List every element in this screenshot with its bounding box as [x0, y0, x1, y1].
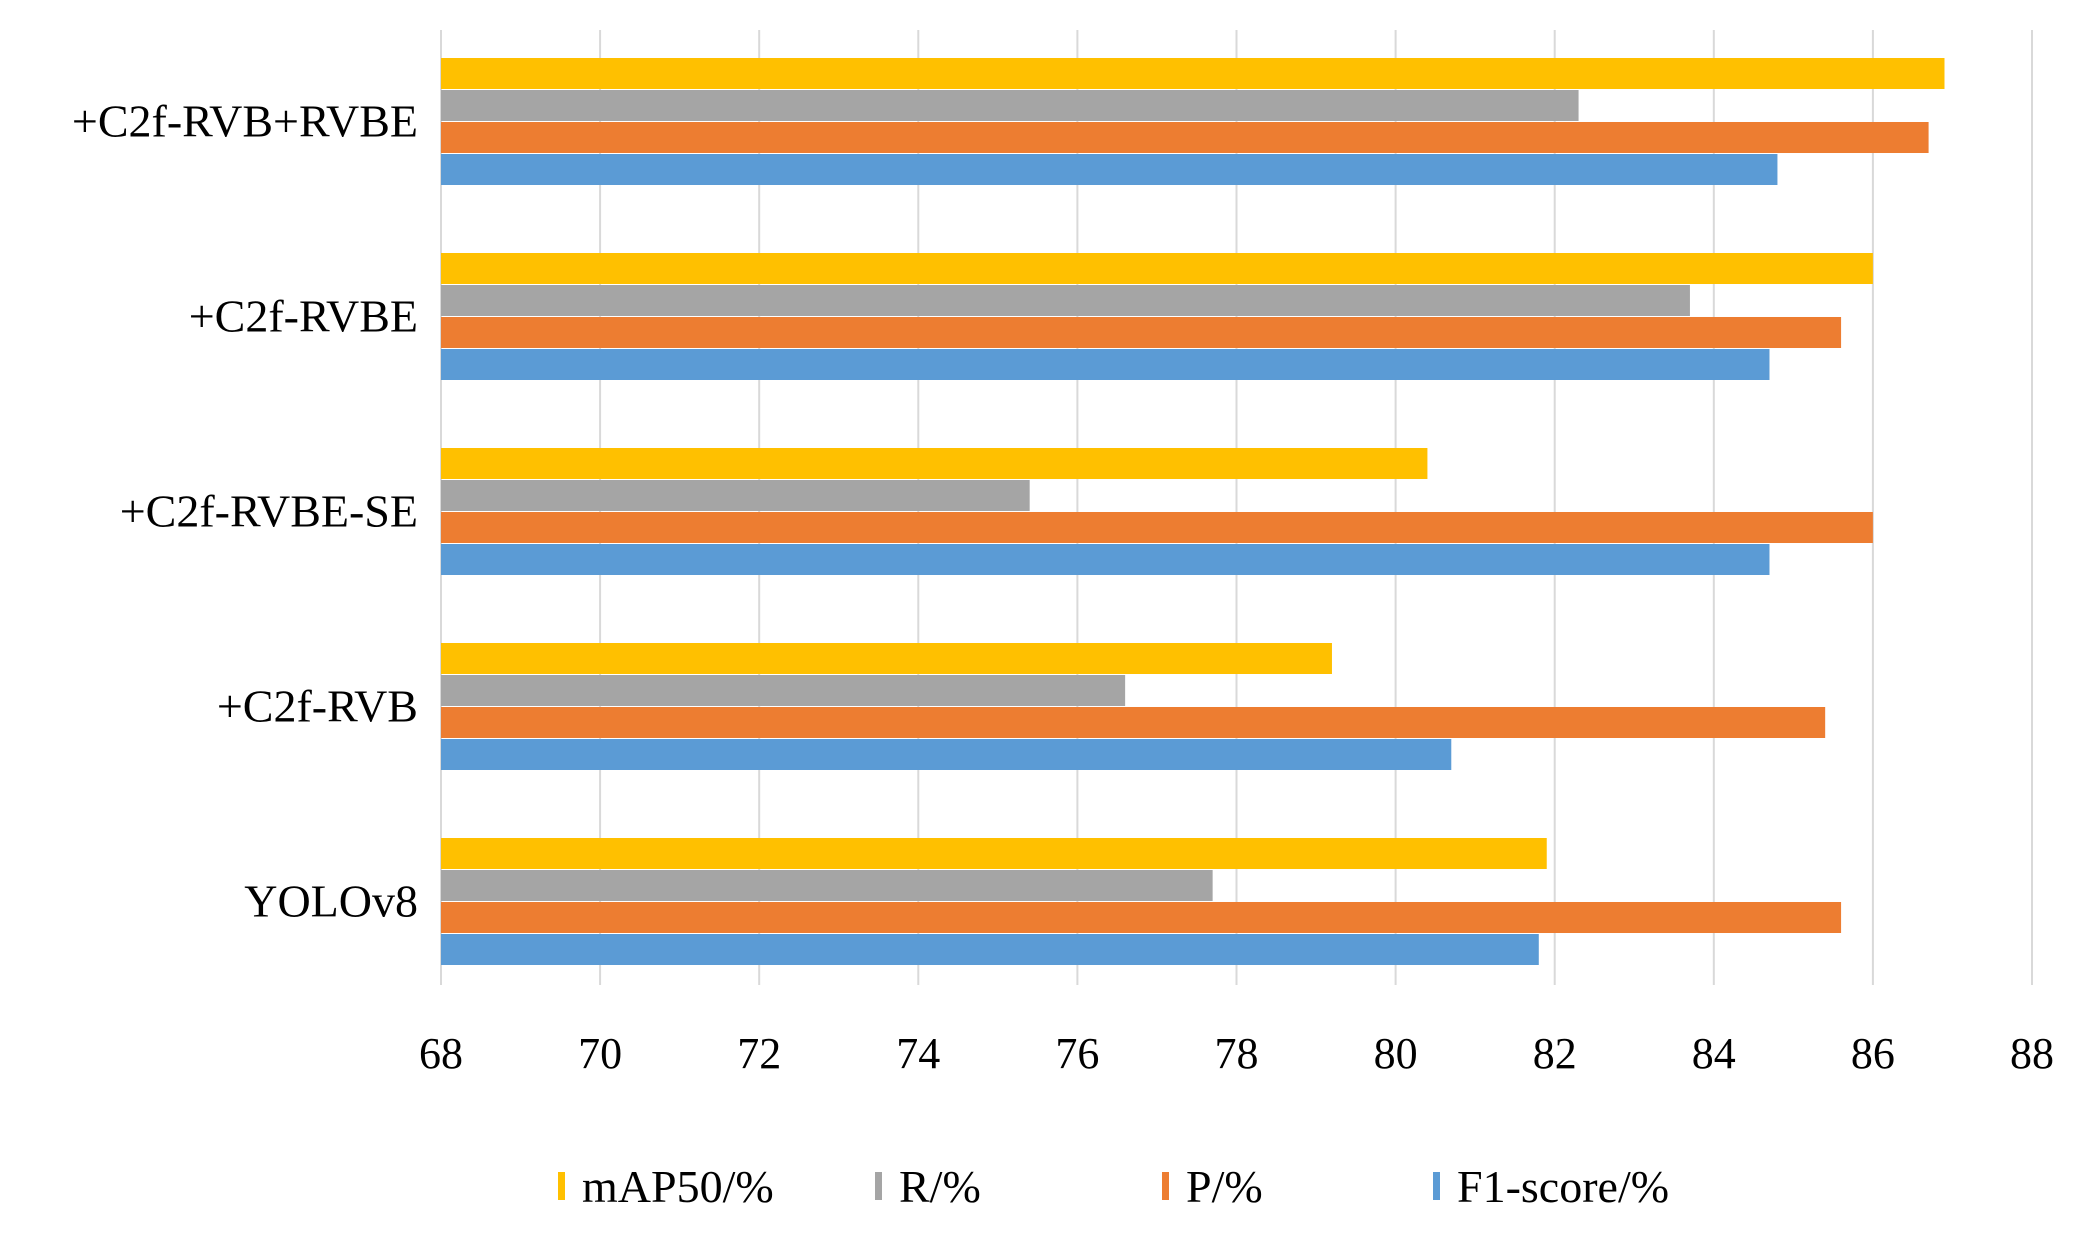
bar-f1-score--3	[441, 739, 1452, 770]
legend-swatch	[1162, 1172, 1169, 1200]
x-tick-label: 68	[419, 1029, 463, 1078]
category-label: +C2f-RVBE-SE	[120, 486, 418, 537]
category-label: +C2f-RVB	[217, 681, 418, 732]
x-tick-label: 78	[1215, 1029, 1259, 1078]
x-tick-label: 80	[1374, 1029, 1418, 1078]
legend: mAP50/% R/% P/% F1-score/%	[558, 1161, 1669, 1212]
x-tick-label: 84	[1692, 1029, 1736, 1078]
bar-map50--2	[441, 448, 1428, 479]
bar-r--0	[441, 90, 1579, 121]
bar-f1-score--2	[441, 544, 1770, 575]
bar-p--0	[441, 122, 1929, 153]
bar-p--2	[441, 512, 1873, 543]
bar-r--3	[441, 675, 1126, 706]
x-tick-label: 88	[2010, 1029, 2054, 1078]
x-tick-label: 70	[578, 1029, 622, 1078]
bar-p--3	[441, 707, 1826, 738]
legend-swatch	[875, 1172, 882, 1200]
bar-map50--3	[441, 643, 1332, 674]
legend-swatch	[558, 1172, 565, 1200]
bar-f1-score--0	[441, 154, 1778, 185]
category-labels: +C2f-RVB+RVBE +C2f-RVBE +C2f-RVBE-SE +C2f-R…	[72, 96, 418, 927]
x-tick-label: 82	[1533, 1029, 1577, 1078]
legend-label: mAP50/%	[582, 1161, 774, 1212]
bars	[441, 58, 1945, 965]
category-label: YOLOv8	[244, 876, 418, 927]
bar-f1-score--1	[441, 349, 1770, 380]
legend-label: P/%	[1186, 1161, 1263, 1212]
legend-label: R/%	[899, 1161, 981, 1212]
x-tick-label: 76	[1055, 1029, 1099, 1078]
x-tick-label: 72	[737, 1029, 781, 1078]
bar-p--4	[441, 902, 1842, 933]
category-label: +C2f-RVB+RVBE	[72, 96, 418, 147]
category-label: +C2f-RVBE	[189, 291, 418, 342]
bar-p--1	[441, 317, 1842, 348]
bar-r--1	[441, 285, 1690, 316]
x-tick-label: 74	[896, 1029, 940, 1078]
x-tick-label: 86	[1851, 1029, 1895, 1078]
legend-swatch	[1433, 1172, 1440, 1200]
gridlines	[440, 30, 2033, 985]
bar-r--4	[441, 870, 1213, 901]
bar-map50--0	[441, 58, 1945, 89]
bar-r--2	[441, 480, 1030, 511]
bar-map50--4	[441, 838, 1547, 869]
x-axis-ticks: 68 70 72 74 76 78 80 82 84 86 88	[419, 1029, 2054, 1078]
bar-map50--1	[441, 253, 1873, 284]
legend-label: F1-score/%	[1457, 1161, 1669, 1212]
bar-f1-score--4	[441, 934, 1539, 965]
